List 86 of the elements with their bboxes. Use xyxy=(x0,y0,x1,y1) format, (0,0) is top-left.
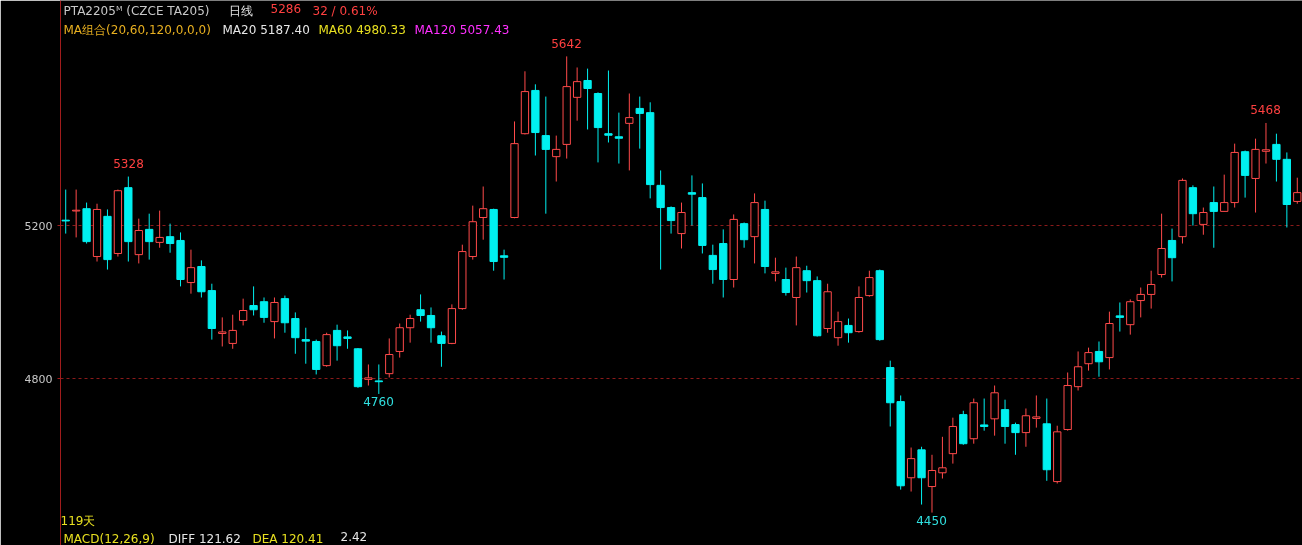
candlestick xyxy=(499,249,509,281)
candlestick xyxy=(426,306,436,344)
candlestick xyxy=(364,363,373,387)
candlestick xyxy=(186,249,196,295)
candlestick xyxy=(249,285,258,316)
candlestick xyxy=(1272,133,1281,183)
candlestick xyxy=(1021,407,1031,448)
candlestick xyxy=(739,221,749,249)
candlestick xyxy=(1136,287,1145,318)
candlestick xyxy=(416,293,425,323)
candlestick xyxy=(1000,399,1010,445)
annotation: MACD(12,26,9) xyxy=(63,531,155,545)
candlestick xyxy=(865,270,874,298)
candlestick xyxy=(332,324,342,362)
candlestick xyxy=(572,66,582,122)
candlestick xyxy=(259,296,269,324)
candlestick xyxy=(1147,270,1156,310)
candlestick xyxy=(1261,122,1271,165)
candlestick xyxy=(61,189,70,235)
annotation: 2.42 xyxy=(340,529,368,544)
candlestick xyxy=(635,96,644,150)
annotation: MA20 5187.40 xyxy=(222,22,310,37)
candlestick xyxy=(677,202,686,250)
candlestick xyxy=(583,68,592,130)
candlestick xyxy=(614,112,624,165)
annotation: 5328 xyxy=(113,156,144,171)
annotation: DEA 120.41 xyxy=(252,531,324,545)
candlestick xyxy=(385,337,394,378)
candlestick xyxy=(1084,347,1093,372)
candlestick xyxy=(165,223,175,254)
candlestick xyxy=(145,213,154,261)
candlestick xyxy=(802,265,811,294)
candlestick xyxy=(374,363,383,395)
candlestick xyxy=(1167,228,1177,282)
candlestick xyxy=(72,189,81,238)
candlestick xyxy=(980,398,989,432)
candlestick xyxy=(1220,174,1229,212)
candlestick xyxy=(927,454,937,514)
annotation: 4760 xyxy=(363,394,394,409)
annotation: 5468 xyxy=(1250,102,1281,117)
candlestick xyxy=(833,311,843,347)
candlestick xyxy=(687,174,697,227)
candlestick xyxy=(604,70,613,143)
annotation: MA120 5057.43 xyxy=(414,22,510,37)
candlestick xyxy=(906,447,916,493)
annotation: 32 / 0.61% xyxy=(312,3,378,18)
candlestick xyxy=(656,169,665,271)
candlestick xyxy=(666,205,676,235)
annotation: 5642 xyxy=(551,36,582,51)
candlestick xyxy=(771,257,780,282)
candlestick xyxy=(479,186,488,241)
candlestick xyxy=(625,93,634,171)
annotation: MA60 4980.33 xyxy=(318,22,406,37)
annotation: 5286 xyxy=(270,1,302,16)
candlestick xyxy=(301,327,310,365)
candlestick xyxy=(1115,301,1125,333)
candlestick xyxy=(1032,394,1041,429)
candlestick xyxy=(1199,207,1208,236)
chart-title: PTA2205ᴹ (CZCE TA205) xyxy=(63,3,210,18)
candlestick xyxy=(343,329,352,350)
candlestick xyxy=(1073,350,1083,391)
candlestick xyxy=(155,210,164,249)
candlestick xyxy=(844,318,853,344)
y-tick-label: 4800 xyxy=(24,372,53,386)
candlestick xyxy=(708,244,717,285)
candlestick xyxy=(1011,422,1020,456)
annotation: MA组合(20,60,120,0,0,0) xyxy=(63,22,211,37)
candlestick xyxy=(270,296,279,339)
annotation: 日线 xyxy=(228,3,253,18)
candlestick xyxy=(541,96,550,215)
candlestick xyxy=(1094,341,1104,378)
annotation: 4450 xyxy=(916,513,947,528)
annotation: 119天 xyxy=(60,513,96,528)
annotation: DIFF 121.62 xyxy=(168,531,241,545)
candlestick xyxy=(291,311,300,355)
candlestick xyxy=(938,436,947,480)
candlestick xyxy=(1126,298,1135,336)
candlestick xyxy=(781,267,791,297)
candlestick xyxy=(405,314,415,344)
y-tick-label: 5200 xyxy=(24,219,53,233)
candlestick xyxy=(1209,186,1218,249)
candlestick xyxy=(437,331,446,368)
candlestick xyxy=(552,135,561,183)
candlestick xyxy=(238,298,248,326)
candlestick xyxy=(1240,150,1250,199)
candlestick xyxy=(395,323,404,359)
